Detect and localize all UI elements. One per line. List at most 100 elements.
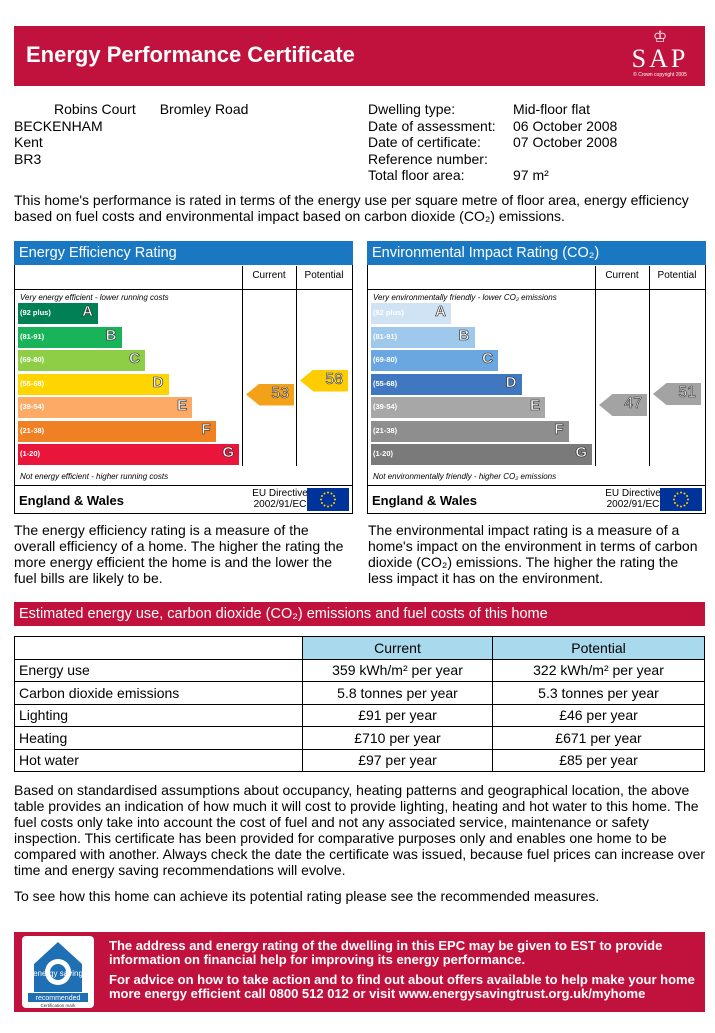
certificate-header: Energy Performance Certificate ♔ SAP © C… <box>14 26 705 86</box>
band-range: (21-38) <box>20 425 45 435</box>
address-postcode: BR3 <box>14 150 42 167</box>
rating-footer: England & Wales EU Directive 2002/91/EC <box>15 485 352 513</box>
property-address: Robins Court Bromley Road BECKENHAM Kent … <box>14 101 248 167</box>
detail-value: 97 m² <box>513 167 549 183</box>
band-b: (81-91) B <box>371 326 475 348</box>
current-value: £91 per year <box>302 703 493 727</box>
band-range: (69-80) <box>20 355 45 364</box>
current-rating-arrow: 47 <box>599 394 647 416</box>
row-label: Lighting <box>14 703 303 727</box>
band-letter: G <box>575 444 587 462</box>
scale-bottom-text: Not environmentally friendly - higher CO… <box>373 472 557 481</box>
band-letter: C <box>482 350 493 368</box>
env-rating-title: Environmental Impact Rating (CO₂) <box>367 241 706 265</box>
column-divider <box>649 266 650 466</box>
potential-column-header: Potential <box>492 636 705 660</box>
estimate-table: Current Potential Energy use 359 kWh/m² … <box>14 636 705 772</box>
band-range: (55-68) <box>373 378 398 388</box>
column-divider <box>296 266 297 466</box>
current-value: £710 per year <box>302 726 493 750</box>
region-label: England & Wales <box>19 493 124 508</box>
current-value: 5.8 tonnes per year <box>302 681 493 705</box>
energy-saving-recommended-logo: energy saving recommended Certification … <box>22 936 94 1008</box>
address-line-1b: Bromley Road <box>159 101 249 117</box>
band-g: (1-20) G <box>371 444 592 465</box>
band-range: (81-91) <box>20 331 45 341</box>
band-letter: F <box>554 420 564 438</box>
potential-rating-value: 58 <box>325 370 343 388</box>
scale-top-text: Very energy efficient - lower running co… <box>20 293 169 302</box>
potential-value: £46 per year <box>492 703 705 727</box>
detail-label: Date of certificate: <box>368 134 481 150</box>
band-letter: D <box>152 373 164 391</box>
address-town: BECKENHAM <box>14 117 103 134</box>
table-row: Energy use 359 kWh/m² per year 322 kWh/m… <box>14 658 705 682</box>
band-letter: C <box>129 350 140 368</box>
band-f: (21-38) F <box>18 420 216 442</box>
current-column-header: Current <box>302 636 493 660</box>
row-label: Hot water <box>14 748 303 772</box>
potential-column-header: Potential <box>304 270 344 281</box>
address-county: Kent <box>14 134 43 150</box>
est-footer: energy saving recommended Certification … <box>14 932 705 1012</box>
band-f: (21-38) F <box>371 420 569 442</box>
footer-text-2: For advice on how to take action and to … <box>109 972 695 1001</box>
current-value: 359 kWh/m² per year <box>302 658 493 682</box>
address-line-1a: Robins Court <box>54 101 136 117</box>
table-corner-cell <box>14 636 303 660</box>
band-range: (69-80) <box>373 355 398 364</box>
current-value: £97 per year <box>302 748 493 772</box>
band-letter: G <box>222 444 234 462</box>
band-letter: B <box>458 326 470 344</box>
row-label: Heating <box>14 726 303 750</box>
band-d: (55-68) D <box>18 373 169 395</box>
band-letter: E <box>529 397 541 415</box>
band-range: (39-54) <box>373 402 398 411</box>
band-letter: A <box>435 303 446 321</box>
potential-rating-value: 51 <box>678 384 696 402</box>
page-title: Energy Performance Certificate <box>26 42 355 67</box>
band-a: (92 plus) A <box>18 303 98 324</box>
band-range: (1-20) <box>373 449 394 458</box>
band-range: (92 plus) <box>373 308 404 317</box>
column-divider <box>242 266 243 466</box>
band-letter: D <box>505 373 517 391</box>
sap-copyright: © Crown copyright 2005 <box>633 72 687 78</box>
band-b: (81-91) B <box>18 326 122 348</box>
current-rating-value: 47 <box>624 395 642 413</box>
table-row: Lighting £91 per year £46 per year <box>14 703 705 727</box>
potential-value: 5.3 tonnes per year <box>492 681 705 705</box>
detail-label: Dwelling type: <box>368 101 456 117</box>
band-e: (39-54) E <box>371 397 545 418</box>
recommendation-note: To see how this home can achieve its pot… <box>14 888 600 904</box>
sap-logo: ♔ SAP © Crown copyright 2005 <box>625 30 695 82</box>
band-letter: E <box>176 397 188 415</box>
sap-logo-text: SAP <box>631 44 689 73</box>
logo-text: recommended <box>36 995 81 1002</box>
column-divider <box>595 266 596 466</box>
detail-value: 07 October 2008 <box>513 134 618 150</box>
potential-value: £85 per year <box>492 748 705 772</box>
band-range: (92 plus) <box>20 308 51 317</box>
band-a: (92 plus) A <box>371 303 451 324</box>
header-divider <box>368 289 705 290</box>
potential-value: £671 per year <box>492 726 705 750</box>
band-letter: A <box>82 303 93 321</box>
current-column-header: Current <box>605 270 639 281</box>
eu-directive: EU Directive 2002/91/EC <box>252 488 308 510</box>
band-e: (39-54) E <box>18 397 192 418</box>
band-letter: F <box>201 420 211 438</box>
table-header-row: Current Potential <box>14 636 705 660</box>
potential-value: 322 kWh/m² per year <box>492 658 705 682</box>
header-divider <box>15 289 352 290</box>
detail-label: Date of assessment: <box>368 117 496 134</box>
band-c: (69-80) C <box>371 350 498 371</box>
footer-text-1: The address and energy rating of the dwe… <box>109 938 663 967</box>
energy-rating-title: Energy Efficiency Rating <box>14 241 353 265</box>
detail-label: Reference number: <box>368 150 488 167</box>
band-d: (55-68) D <box>371 373 522 395</box>
band-g: (1-20) G <box>18 444 239 465</box>
region-label: England & Wales <box>372 493 477 508</box>
eu-flag-icon <box>307 488 349 511</box>
assumptions-paragraph: Based on standardised assumptions about … <box>14 782 706 878</box>
